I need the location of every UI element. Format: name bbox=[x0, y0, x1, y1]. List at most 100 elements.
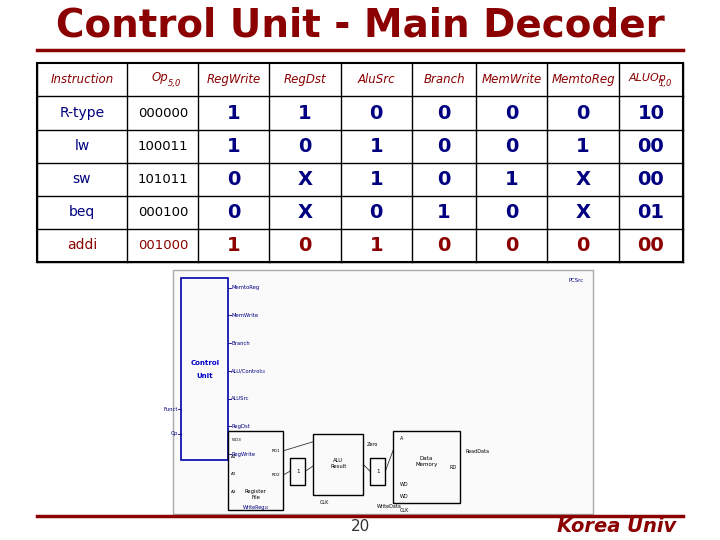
Text: RD: RD bbox=[449, 464, 456, 470]
Bar bbox=[174, 270, 593, 514]
Text: 1,0: 1,0 bbox=[659, 79, 672, 88]
Text: RD2: RD2 bbox=[271, 473, 280, 477]
Text: 0: 0 bbox=[228, 170, 240, 188]
Text: Control: Control bbox=[190, 360, 220, 366]
Text: MemWrite: MemWrite bbox=[482, 73, 542, 86]
Text: A2: A2 bbox=[231, 472, 237, 476]
Text: WriteReg₁₀: WriteReg₁₀ bbox=[243, 505, 269, 510]
Text: ALUOp: ALUOp bbox=[629, 73, 667, 83]
Text: WD: WD bbox=[400, 495, 409, 500]
Text: 5,0: 5,0 bbox=[168, 79, 181, 88]
Text: 000000: 000000 bbox=[138, 106, 188, 119]
Text: RD1: RD1 bbox=[271, 449, 280, 453]
Text: 100011: 100011 bbox=[138, 140, 188, 153]
Text: WD3: WD3 bbox=[231, 438, 241, 442]
Text: MemtoReg: MemtoReg bbox=[552, 73, 615, 86]
Text: 0: 0 bbox=[228, 203, 240, 222]
Text: 000100: 000100 bbox=[138, 206, 188, 219]
Text: 0: 0 bbox=[576, 236, 590, 255]
Text: 101011: 101011 bbox=[138, 173, 188, 186]
Text: 1: 1 bbox=[376, 469, 379, 474]
Text: X: X bbox=[575, 170, 590, 188]
Text: 0: 0 bbox=[298, 236, 312, 255]
Text: Op: Op bbox=[171, 431, 178, 436]
Text: 20: 20 bbox=[351, 519, 369, 534]
Text: R-type: R-type bbox=[60, 106, 104, 120]
Text: MemWrite: MemWrite bbox=[231, 313, 258, 318]
Text: Branch: Branch bbox=[231, 341, 250, 346]
Text: 00: 00 bbox=[637, 137, 665, 156]
Text: PCSrc: PCSrc bbox=[568, 278, 583, 283]
Text: RegDst: RegDst bbox=[284, 73, 326, 86]
Text: 1: 1 bbox=[576, 137, 590, 156]
Text: 1: 1 bbox=[298, 104, 312, 123]
Text: 0: 0 bbox=[437, 170, 451, 188]
Text: Data
Memory: Data Memory bbox=[415, 456, 438, 467]
Text: lw: lw bbox=[74, 139, 89, 153]
Bar bbox=[290, 458, 305, 484]
Bar bbox=[37, 63, 683, 262]
Text: 1: 1 bbox=[437, 203, 451, 222]
Text: 00: 00 bbox=[637, 236, 665, 255]
Text: 1: 1 bbox=[369, 170, 383, 188]
Text: A3: A3 bbox=[231, 490, 237, 494]
Text: 0: 0 bbox=[505, 203, 518, 222]
Text: CLK: CLK bbox=[320, 500, 329, 504]
Bar bbox=[393, 431, 460, 503]
Text: sw: sw bbox=[73, 172, 91, 186]
Text: 1: 1 bbox=[227, 104, 240, 123]
Text: Unit: Unit bbox=[197, 373, 213, 379]
Text: ALUSrc: ALUSrc bbox=[231, 396, 250, 401]
Text: 10: 10 bbox=[637, 104, 665, 123]
Text: Control Unit - Main Decoder: Control Unit - Main Decoder bbox=[55, 7, 665, 45]
Text: addi: addi bbox=[67, 238, 97, 252]
Text: WriteData: WriteData bbox=[377, 504, 402, 509]
Text: 0: 0 bbox=[437, 236, 451, 255]
Text: ALU/Control₁₀: ALU/Control₁₀ bbox=[231, 368, 266, 373]
Text: 0: 0 bbox=[505, 104, 518, 123]
Text: X: X bbox=[575, 203, 590, 222]
Text: 1: 1 bbox=[227, 236, 240, 255]
Text: 0: 0 bbox=[369, 104, 383, 123]
Text: Branch: Branch bbox=[423, 73, 465, 86]
Text: 0: 0 bbox=[437, 104, 451, 123]
Text: Instruction: Instruction bbox=[50, 73, 114, 86]
Text: 0: 0 bbox=[298, 137, 312, 156]
Text: 0: 0 bbox=[576, 104, 590, 123]
Text: Zero: Zero bbox=[366, 442, 378, 447]
Text: 00: 00 bbox=[637, 170, 665, 188]
Text: Register
File: Register File bbox=[245, 489, 266, 500]
Text: 01: 01 bbox=[637, 203, 665, 222]
Text: 0: 0 bbox=[369, 203, 383, 222]
Text: MemtoReg: MemtoReg bbox=[231, 285, 260, 290]
Bar bbox=[370, 458, 385, 484]
Text: A1: A1 bbox=[231, 455, 237, 459]
Text: X: X bbox=[297, 203, 312, 222]
Bar bbox=[228, 431, 284, 510]
Text: RegDst: RegDst bbox=[231, 424, 251, 429]
Text: 1: 1 bbox=[227, 137, 240, 156]
Text: 001000: 001000 bbox=[138, 239, 188, 252]
Text: ALU
Result: ALU Result bbox=[330, 458, 346, 469]
Text: 1: 1 bbox=[505, 170, 518, 188]
Text: 0: 0 bbox=[505, 137, 518, 156]
Text: ReadData: ReadData bbox=[465, 449, 490, 454]
Bar bbox=[181, 278, 228, 461]
Text: 1: 1 bbox=[369, 137, 383, 156]
Text: 0: 0 bbox=[437, 137, 451, 156]
Text: 0: 0 bbox=[505, 236, 518, 255]
Text: 1: 1 bbox=[369, 236, 383, 255]
Text: WD: WD bbox=[400, 482, 409, 487]
Text: Korea Univ: Korea Univ bbox=[557, 517, 677, 536]
Text: A: A bbox=[400, 436, 403, 442]
Text: 1: 1 bbox=[296, 469, 300, 474]
Text: beq: beq bbox=[69, 205, 95, 219]
Bar bbox=[313, 434, 364, 495]
Text: RegWrite: RegWrite bbox=[207, 73, 261, 86]
Text: AluSrc: AluSrc bbox=[357, 73, 395, 86]
Text: RegWrite: RegWrite bbox=[231, 451, 256, 456]
Text: CLK: CLK bbox=[400, 508, 410, 512]
Text: X: X bbox=[297, 170, 312, 188]
Text: Funct: Funct bbox=[163, 407, 178, 412]
Text: Op: Op bbox=[151, 71, 168, 84]
